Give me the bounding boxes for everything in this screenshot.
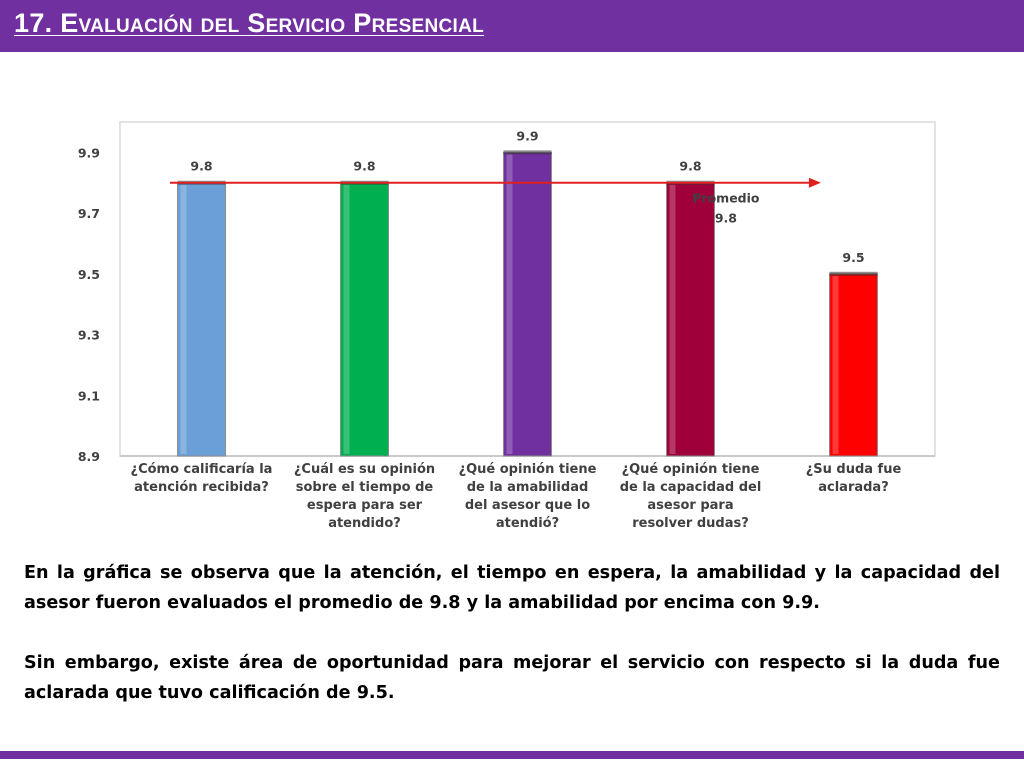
category-label-line: ¿Su duda fue [806,462,902,477]
y-tick-label: 9.1 [78,388,100,403]
y-tick-label: 9.7 [78,206,100,221]
category-label: ¿Qué opinión tiene de la capacidad del ase… [620,462,762,531]
category-label-line: atendió? [496,516,559,531]
summary-paragraph-2: Sin embargo, existe área de oportunidad … [24,653,1000,703]
category-label: ¿Su duda fue aclarada? [806,462,902,495]
bar-highlight [506,154,513,454]
bar-1 [177,180,226,457]
bar-highlight [832,275,839,454]
category-label: ¿Qué opinión tiene de la amabilidad del as… [459,462,597,531]
bar-highlight [343,184,350,454]
chart-svg: 8.9 9.1 9.3 9.5 9.7 9.9 9.8 ¿Cómo calificaría l… [78,121,936,531]
y-tick-label: 9.3 [78,328,100,343]
bar-rect [666,182,715,457]
summary-paragraph-1: En la gráfica se observa que la atención… [24,563,1000,613]
title-bar: 17. Evaluación del Servicio Presencial [0,0,1024,52]
category-label: ¿Cómo calificaría la atención recibida? [131,462,273,495]
average-arrow-head [808,177,821,188]
category-label-line: aclarada? [818,480,889,495]
bar-rect [503,151,552,457]
bar-3 [503,150,552,457]
bar-2 [340,180,389,457]
bar-highlight [669,184,676,454]
bar-rect [340,182,389,457]
category-label-line: ¿Qué opinión tiene [459,462,597,477]
bar-data-label: 9.9 [516,128,538,143]
bar-chart: 8.9 9.1 9.3 9.5 9.7 9.9 9.8 ¿Cómo calificaría l… [60,114,945,531]
category-label-line: atendido? [328,516,401,531]
bar-rect [177,182,226,457]
category-label-line: ¿Qué opinión tiene [622,462,760,477]
average-label-line: Promedio [692,191,760,206]
category-label-line: espera para ser [307,498,423,513]
category-label-line: ¿Cuál es su opinión [294,462,435,477]
category-label: ¿Cuál es su opinión sobre el tiempo de esp… [294,462,435,531]
y-tick-label: 8.9 [78,449,100,464]
bar-data-label: 9.8 [679,159,701,174]
category-label-line: de la capacidad del [620,480,762,495]
bar-cap [503,150,552,155]
bar-data-label: 9.8 [353,159,375,174]
bar-data-label: 9.8 [190,159,212,174]
y-tick-label: 9.5 [78,267,100,282]
bar-data-label: 9.5 [842,250,864,265]
bar-5 [829,271,878,457]
y-tick-label: 9.9 [78,145,100,160]
average-label-line: 9.8 [715,211,737,226]
bar-highlight [180,184,187,454]
category-label-line: resolver dudas? [632,516,749,531]
bar-4 [666,180,715,457]
bar-cap [829,271,878,276]
category-label-line: atención recibida? [134,480,269,495]
category-label-line: del asesor que lo [465,498,590,513]
category-label-line: sobre el tiempo de [296,480,434,495]
slide-title: 17. Evaluación del Servicio Presencial [14,8,485,38]
category-label-line: de la amabilidad [467,480,589,495]
category-label-line: ¿Cómo calificaría la [131,462,273,477]
average-label: Promedio 9.8 [692,191,760,226]
category-label-line: asesor para [647,498,733,513]
bottom-bar [0,751,1024,759]
